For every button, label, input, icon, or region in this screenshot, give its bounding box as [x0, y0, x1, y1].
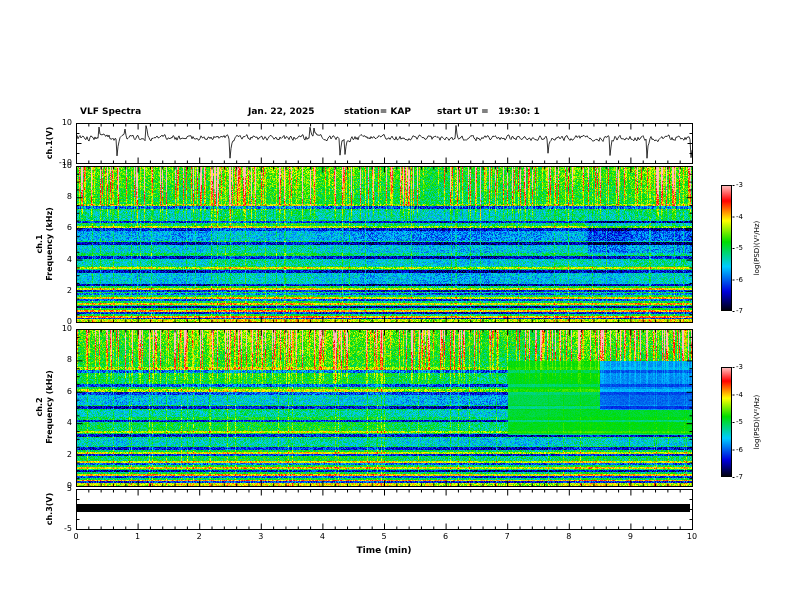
ch1spec-y-tick-label: 0 [66, 317, 72, 326]
x-tick-label: 10 [686, 532, 698, 541]
plot-start-ut: start UT = 19:30: 1 [437, 107, 540, 117]
ch2spec-y-tick-label: 8 [66, 355, 72, 365]
x-tick-label: 0 [73, 532, 79, 541]
x-tick-label: 4 [319, 532, 325, 541]
x-tick-label: 2 [196, 532, 202, 541]
colorbar1-tick-label: -4 [736, 212, 743, 221]
ch1wave-y-tick-label: 10 [61, 118, 72, 127]
colorbar2-tick-label: -3 [736, 363, 743, 371]
x-tick-label: 9 [627, 532, 633, 541]
plot-title: VLF Spectra [80, 107, 142, 117]
ch2spec-y-tick-label: 0 [66, 481, 72, 490]
colorbar2-tick-label: -7 [736, 473, 743, 481]
ch1-voltage-axis-label: ch.1(V) [45, 126, 54, 160]
ch1spec-y-tick-label: 10 [61, 161, 72, 170]
ch1spec-y-tick-label: 6 [66, 223, 72, 233]
colorbar1-tick-label: -6 [736, 275, 743, 284]
ch1spec-y-tick-label: 2 [66, 285, 72, 295]
colorbar-ch1-label: log(PSD)(V²/Hz) [753, 220, 761, 276]
ch1spec-y-tick-label: 8 [66, 192, 72, 202]
colorbar2-tick-label: -5 [736, 418, 743, 426]
x-tick-label: 6 [443, 532, 449, 541]
colorbar2-tick-label: -4 [736, 390, 743, 399]
ch1-frequency-axis-label: ch.1 Frequency (kHz) [35, 207, 54, 281]
ch1wave-y-tick-label: -10 [58, 158, 72, 167]
time-axis-label: Time (min) [356, 546, 412, 556]
colorbar2-tick-label: -6 [736, 445, 743, 454]
ch2spec-y-tick-label: 6 [66, 386, 72, 396]
plot-station: station= KAP [344, 107, 411, 117]
ch2spec-y-tick-label: 10 [61, 324, 72, 333]
x-tick-label: 8 [566, 532, 572, 541]
colorbar1-tick-label: -7 [736, 307, 743, 315]
ch3wave-y-tick-label: 5 [66, 484, 72, 493]
plot-date: Jan. 22, 2025 [248, 107, 315, 117]
x-tick-label: 5 [381, 532, 387, 541]
ch2spec-y-tick-label: 4 [66, 418, 72, 428]
ch2spec-y-tick-label: 2 [66, 449, 72, 459]
ch3wave-y-tick-label: -5 [64, 524, 72, 533]
ch1spec-y-tick-label: 4 [66, 254, 72, 264]
colorbar-ch2-label: log(PSD)(V²/Hz) [753, 394, 761, 450]
x-tick-label: 1 [135, 532, 141, 541]
colorbar1-tick-label: -5 [736, 244, 743, 252]
ch3-voltage-axis-label: ch.3(V) [45, 492, 54, 526]
x-tick-label: 3 [258, 532, 264, 541]
colorbar-ch1 [721, 185, 732, 311]
x-tick-label: 7 [504, 532, 510, 541]
colorbar-ch2 [721, 367, 732, 477]
ch2-frequency-axis-label: ch.2 Frequency (kHz) [35, 370, 54, 444]
colorbar1-tick-label: -3 [736, 181, 743, 189]
